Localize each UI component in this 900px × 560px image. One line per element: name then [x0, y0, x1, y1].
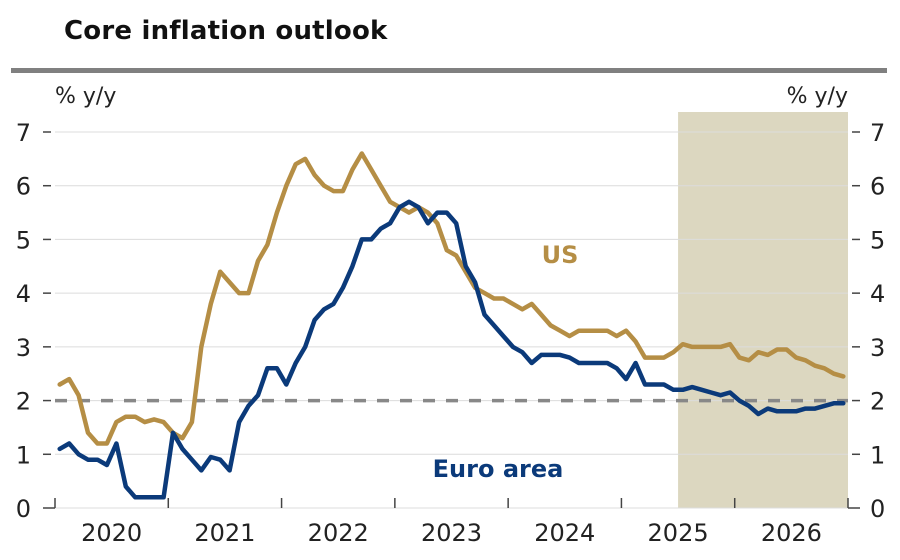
- series-label-euro-area: Euro area: [433, 455, 564, 483]
- series-line-euro-area: [57, 199, 846, 500]
- x-tick-label: 2025: [648, 519, 709, 547]
- y-tick-label-right: 0: [870, 495, 885, 523]
- y-tick-label-right: 2: [870, 388, 885, 416]
- y-tick-label-left: 2: [16, 388, 31, 416]
- y-tick-label-left: 5: [16, 226, 31, 254]
- right-axis-unit: % y/y: [787, 84, 848, 109]
- chart-title: Core inflation outlook: [64, 16, 388, 46]
- x-tick-label: 2022: [308, 519, 369, 547]
- y-tick-label-left: 0: [16, 495, 31, 523]
- x-tick-label: 2023: [421, 519, 482, 547]
- title-divider: [11, 68, 887, 73]
- y-tick-label-left: 1: [16, 441, 31, 469]
- series-line-us: [57, 151, 846, 446]
- x-tick-label: 2024: [534, 519, 595, 547]
- y-tick-label-left: 3: [16, 334, 31, 362]
- y-tick-label-right: 1: [870, 441, 885, 469]
- y-tick-label-right: 5: [870, 226, 885, 254]
- y-tick-label-right: 7: [870, 119, 885, 147]
- x-tick-label: 2021: [194, 519, 255, 547]
- y-tick-label-right: 4: [870, 280, 885, 308]
- y-tick-label-right: 6: [870, 173, 885, 201]
- left-axis-unit: % y/y: [55, 84, 116, 109]
- forecast-shading: [678, 112, 848, 508]
- y-tick-label-left: 6: [16, 173, 31, 201]
- y-tick-label-right: 3: [870, 334, 885, 362]
- y-tick-label-left: 4: [16, 280, 31, 308]
- y-tick-label-left: 7: [16, 119, 31, 147]
- series-label-us: US: [542, 241, 579, 269]
- x-tick-label: 2026: [761, 519, 822, 547]
- x-tick-label: 2020: [81, 519, 142, 547]
